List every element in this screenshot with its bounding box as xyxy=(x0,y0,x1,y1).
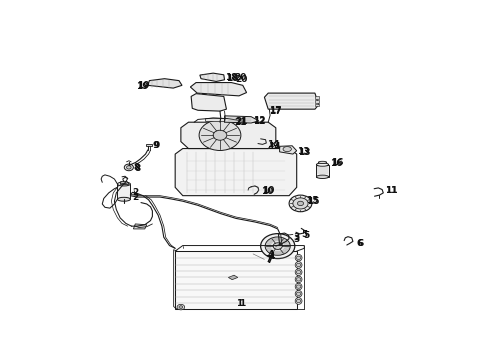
Text: 7: 7 xyxy=(266,255,272,264)
Text: 8: 8 xyxy=(133,163,140,172)
Polygon shape xyxy=(175,251,297,309)
Polygon shape xyxy=(224,116,259,123)
Text: 3: 3 xyxy=(294,233,300,242)
Text: 10: 10 xyxy=(261,187,273,196)
Text: 1: 1 xyxy=(239,299,245,308)
Text: 14: 14 xyxy=(267,140,280,149)
Polygon shape xyxy=(315,96,319,99)
Text: 14: 14 xyxy=(268,142,280,151)
Ellipse shape xyxy=(295,276,302,283)
Ellipse shape xyxy=(283,147,292,152)
Ellipse shape xyxy=(295,262,302,268)
Ellipse shape xyxy=(295,298,302,304)
Text: 15: 15 xyxy=(306,196,318,205)
Ellipse shape xyxy=(118,182,130,186)
Polygon shape xyxy=(175,149,297,195)
Polygon shape xyxy=(181,122,276,149)
Text: 8: 8 xyxy=(134,164,141,173)
Text: 7: 7 xyxy=(267,256,273,265)
Circle shape xyxy=(126,166,131,169)
Polygon shape xyxy=(190,82,246,96)
Text: 20: 20 xyxy=(234,73,247,82)
Text: 18: 18 xyxy=(225,73,238,82)
Circle shape xyxy=(297,201,303,206)
Ellipse shape xyxy=(120,181,128,184)
Polygon shape xyxy=(133,224,147,229)
Ellipse shape xyxy=(317,175,329,179)
Circle shape xyxy=(273,243,282,249)
Text: 11: 11 xyxy=(385,186,397,195)
Circle shape xyxy=(296,285,301,288)
Polygon shape xyxy=(148,79,182,88)
Text: 19: 19 xyxy=(137,81,150,90)
Ellipse shape xyxy=(318,161,327,163)
Text: 11: 11 xyxy=(385,186,397,195)
Ellipse shape xyxy=(295,283,302,290)
Text: 13: 13 xyxy=(297,147,310,156)
Text: 19: 19 xyxy=(136,82,149,91)
Ellipse shape xyxy=(118,197,130,201)
Polygon shape xyxy=(200,73,224,81)
Text: 9: 9 xyxy=(152,141,159,150)
Polygon shape xyxy=(315,104,319,107)
Circle shape xyxy=(296,256,301,260)
Circle shape xyxy=(296,299,301,303)
Circle shape xyxy=(289,195,312,212)
Ellipse shape xyxy=(295,291,302,297)
Text: 20: 20 xyxy=(235,75,247,84)
Text: 13: 13 xyxy=(298,148,311,157)
Text: 12: 12 xyxy=(253,117,266,126)
Polygon shape xyxy=(228,275,238,280)
Text: 1: 1 xyxy=(236,299,242,308)
Circle shape xyxy=(296,263,301,267)
Ellipse shape xyxy=(317,163,329,166)
Text: 5: 5 xyxy=(303,230,309,239)
Text: 17: 17 xyxy=(270,107,282,116)
Text: 4: 4 xyxy=(269,252,275,261)
Circle shape xyxy=(296,270,301,274)
Polygon shape xyxy=(317,165,329,177)
Circle shape xyxy=(124,164,133,171)
Circle shape xyxy=(265,237,290,255)
Polygon shape xyxy=(147,144,152,146)
Text: 15: 15 xyxy=(307,197,320,206)
Circle shape xyxy=(293,198,308,209)
Circle shape xyxy=(261,234,295,258)
Text: 18: 18 xyxy=(226,74,238,83)
Circle shape xyxy=(199,120,241,150)
Polygon shape xyxy=(120,183,128,184)
Polygon shape xyxy=(315,100,319,103)
Text: 12: 12 xyxy=(253,116,266,125)
Ellipse shape xyxy=(295,255,302,261)
Text: 2: 2 xyxy=(133,188,139,197)
Text: 5: 5 xyxy=(301,230,308,239)
Circle shape xyxy=(296,292,301,296)
Text: 17: 17 xyxy=(270,106,282,115)
Circle shape xyxy=(213,130,227,140)
Circle shape xyxy=(179,306,183,309)
Polygon shape xyxy=(206,118,228,121)
Text: 3: 3 xyxy=(294,235,300,244)
Polygon shape xyxy=(191,94,226,111)
Polygon shape xyxy=(280,146,297,154)
Ellipse shape xyxy=(295,269,302,275)
Text: 2: 2 xyxy=(133,193,139,202)
Circle shape xyxy=(296,278,301,281)
Text: 6: 6 xyxy=(358,239,364,248)
Text: 16: 16 xyxy=(330,159,343,168)
Circle shape xyxy=(177,304,185,310)
Text: 21: 21 xyxy=(235,117,247,126)
Text: 6: 6 xyxy=(357,239,363,248)
Text: 10: 10 xyxy=(262,186,274,195)
Text: 16: 16 xyxy=(331,158,343,167)
Text: 4: 4 xyxy=(267,250,273,259)
Text: 21: 21 xyxy=(234,118,246,127)
Polygon shape xyxy=(265,93,318,109)
Polygon shape xyxy=(118,184,130,199)
Text: 9: 9 xyxy=(153,141,160,150)
